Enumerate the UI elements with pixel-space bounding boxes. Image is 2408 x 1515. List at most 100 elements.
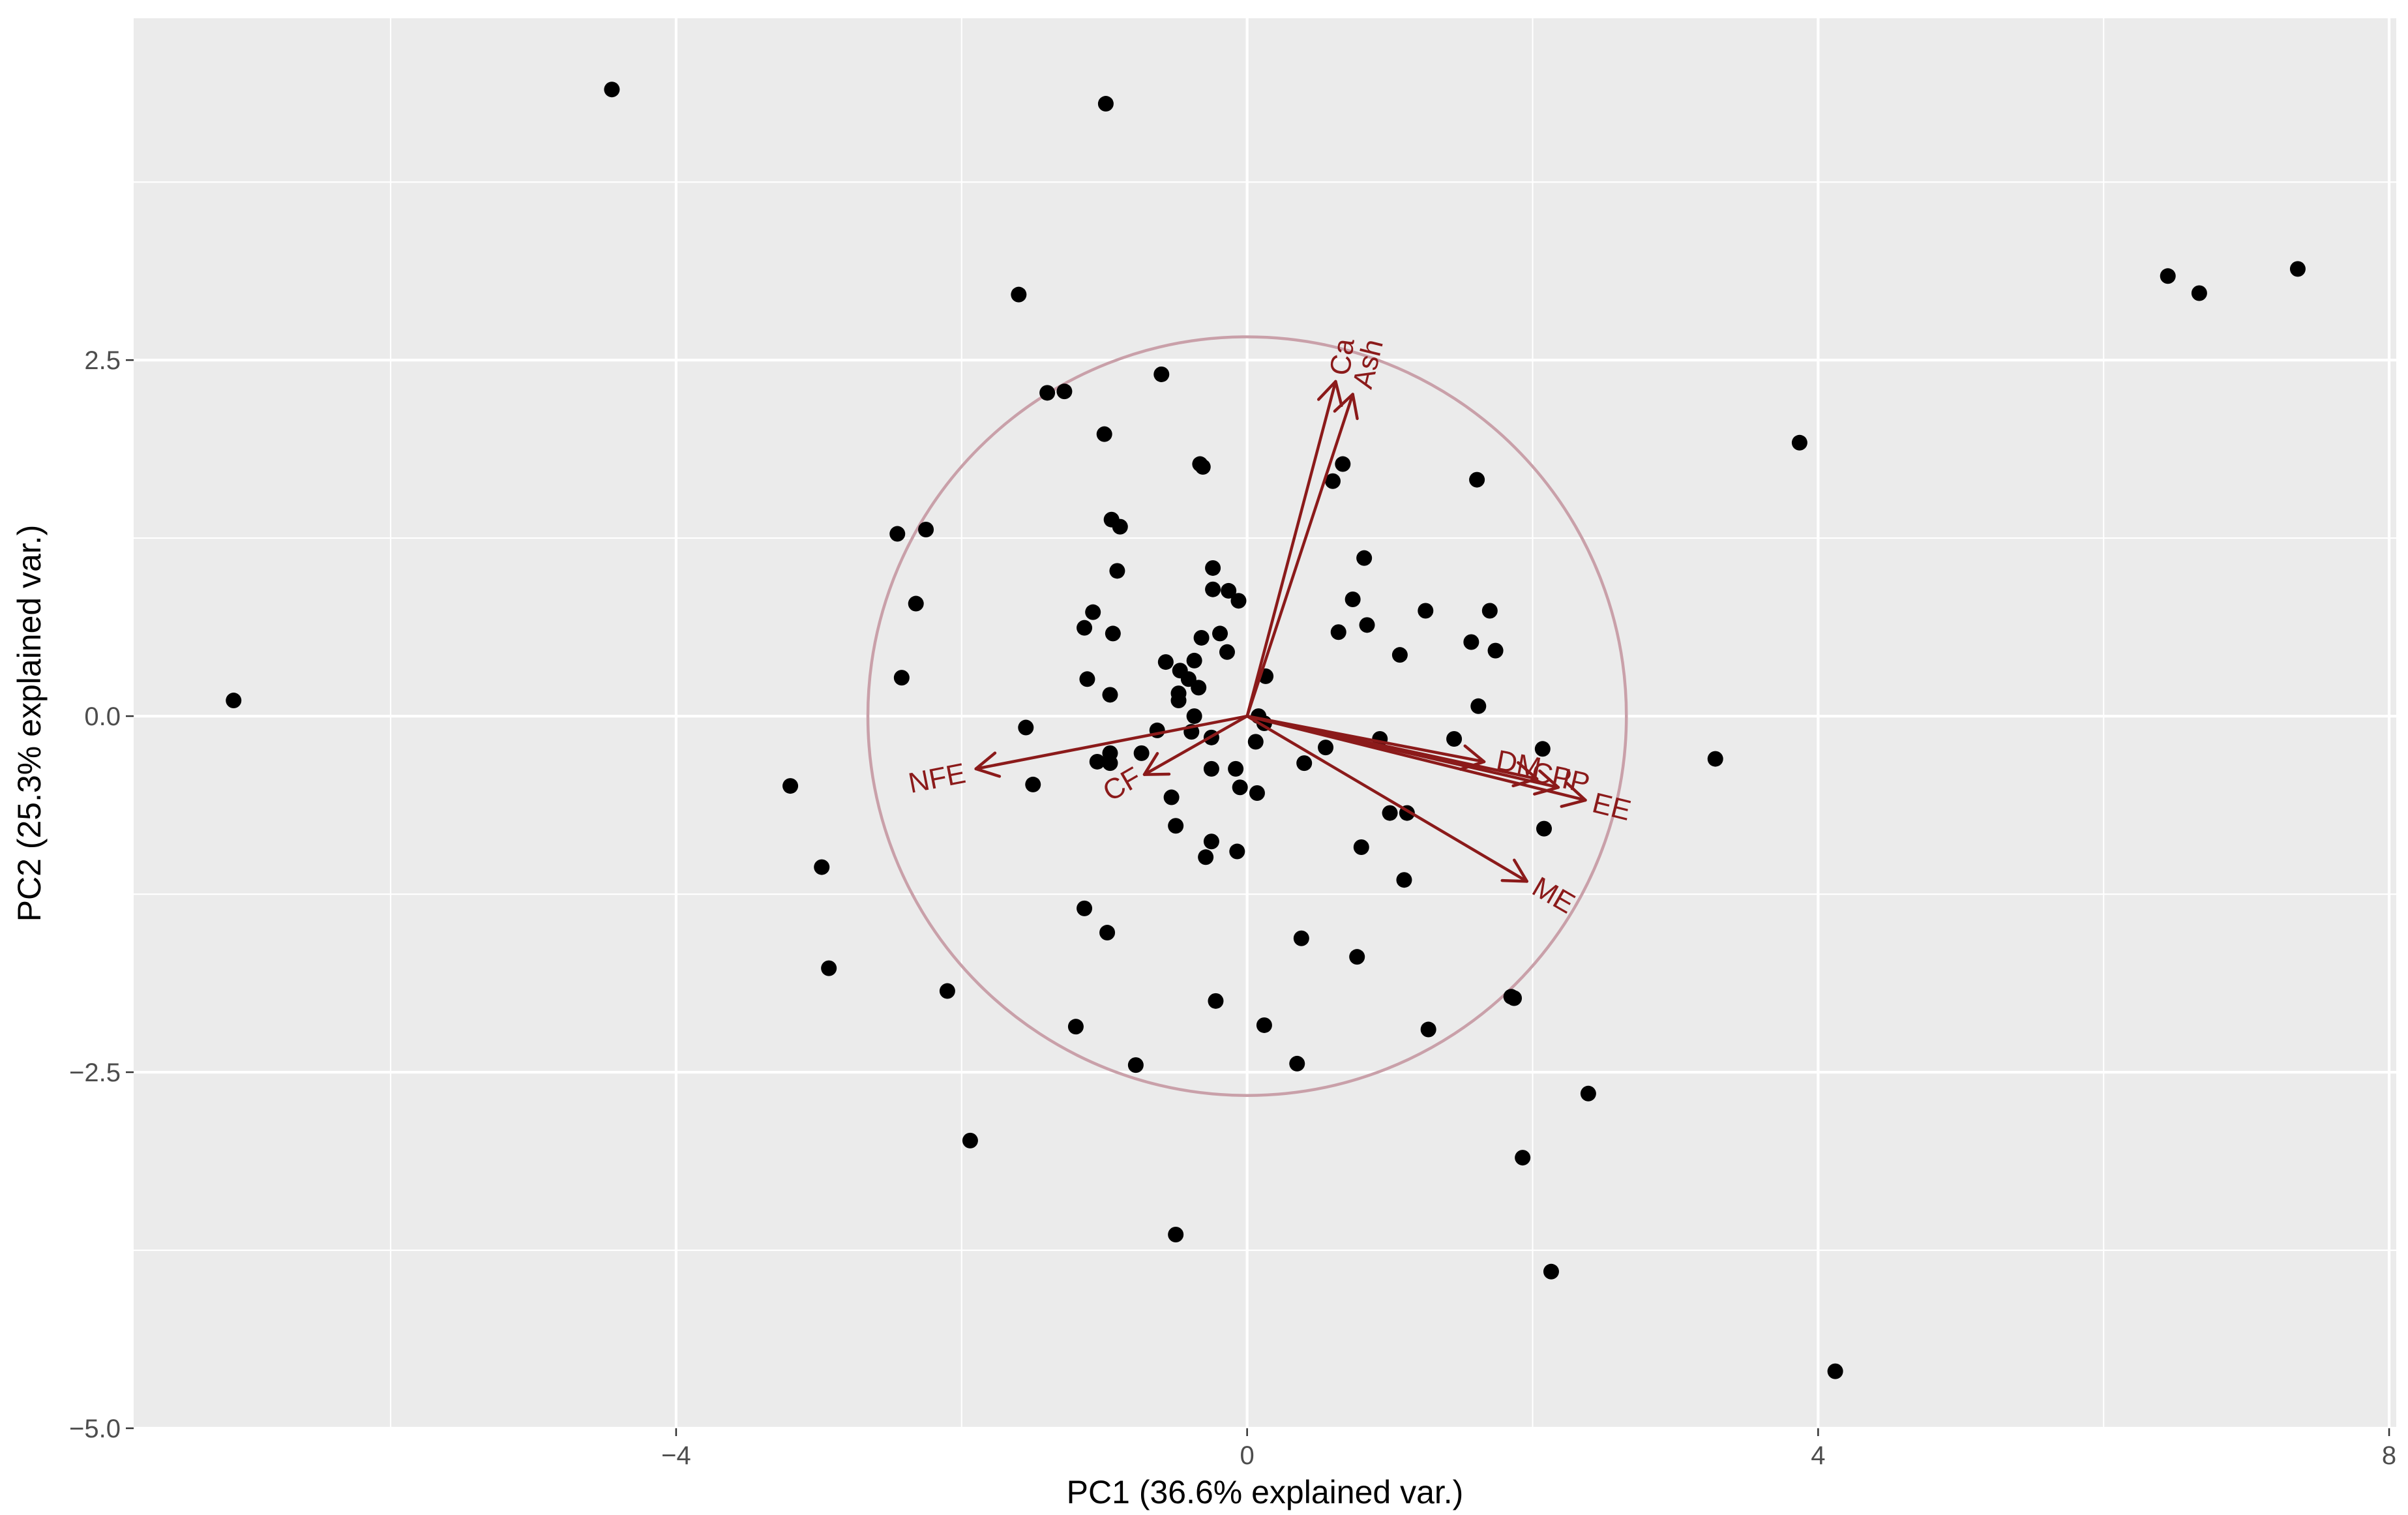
data-point xyxy=(908,595,924,612)
data-point xyxy=(918,521,934,537)
x-tick-label: 8 xyxy=(2382,1441,2396,1470)
data-point xyxy=(1133,745,1150,761)
data-point xyxy=(1186,708,1202,725)
data-point xyxy=(1039,385,1056,401)
data-point xyxy=(1195,458,1211,475)
data-point xyxy=(1168,1226,1184,1242)
data-point xyxy=(2191,285,2207,301)
data-point xyxy=(1085,604,1101,620)
data-point xyxy=(889,526,906,542)
data-point xyxy=(1191,680,1207,696)
data-point xyxy=(1515,1150,1531,1166)
data-point xyxy=(1203,833,1219,850)
data-point xyxy=(1503,989,1519,1005)
vector-label: Ca xyxy=(1324,337,1360,378)
data-point xyxy=(1353,839,1369,855)
y-axis-ticks: −5.0 −2.5 0.0 2.5 xyxy=(69,346,134,1443)
data-point xyxy=(1203,760,1219,777)
data-point xyxy=(1018,719,1034,736)
data-point xyxy=(1163,789,1180,805)
data-point xyxy=(1219,644,1235,660)
data-point xyxy=(1289,1055,1305,1072)
vector-shaft xyxy=(1142,714,1249,776)
data-point xyxy=(1186,652,1202,668)
data-point xyxy=(962,1132,978,1148)
data-point xyxy=(1463,634,1479,650)
data-point xyxy=(1127,1057,1144,1073)
data-point xyxy=(226,693,242,709)
x-tick-label: −4 xyxy=(661,1441,691,1470)
data-point xyxy=(1102,745,1118,761)
data-point xyxy=(1205,560,1221,576)
data-point xyxy=(1112,518,1128,535)
x-tick-label: 4 xyxy=(1811,1441,1825,1470)
x-axis-ticks: −4 0 4 8 xyxy=(661,1428,2396,1470)
data-point xyxy=(1707,751,1723,767)
data-point xyxy=(1077,620,1093,636)
data-point xyxy=(1157,654,1174,670)
y-tick-label: −2.5 xyxy=(69,1058,121,1087)
data-point xyxy=(1330,624,1346,640)
data-point xyxy=(1580,1085,1596,1102)
data-point xyxy=(1318,740,1334,756)
data-point xyxy=(1296,755,1313,772)
data-point xyxy=(1345,592,1361,608)
data-point xyxy=(1153,366,1170,382)
vector-shaft xyxy=(1245,380,1337,718)
data-point xyxy=(1293,930,1309,946)
vector-ee: EE xyxy=(1245,714,1634,827)
data-point xyxy=(1077,900,1093,916)
data-point xyxy=(1079,671,1095,687)
data-point xyxy=(1487,642,1504,659)
vector-arrowhead xyxy=(974,751,1002,778)
data-point xyxy=(1481,603,1498,619)
data-point xyxy=(1205,581,1221,597)
data-point xyxy=(1359,617,1375,633)
correlation-circle xyxy=(866,335,1628,1097)
data-point xyxy=(1193,629,1210,646)
data-point xyxy=(1221,582,1237,599)
data-point xyxy=(2160,268,2176,284)
data-point xyxy=(782,778,799,794)
data-point xyxy=(1391,647,1408,663)
vector-arrowhead xyxy=(1333,393,1359,421)
data-point xyxy=(1102,687,1118,703)
vector-shaft xyxy=(1245,714,1528,883)
data-point xyxy=(1096,426,1112,442)
y-axis-title: PC2 (25.3% explained var.) xyxy=(11,525,48,922)
data-point xyxy=(1230,593,1247,609)
data-point xyxy=(1470,698,1487,714)
data-point xyxy=(604,82,620,98)
data-point xyxy=(1382,805,1398,821)
data-point xyxy=(1099,925,1116,941)
data-point xyxy=(1534,741,1551,757)
data-point xyxy=(2289,261,2306,277)
data-point xyxy=(1168,818,1184,834)
data-point xyxy=(1543,1263,1559,1280)
vector-shaft xyxy=(1245,393,1354,718)
data-point xyxy=(1335,456,1351,472)
y-tick-label: 0.0 xyxy=(84,702,121,731)
data-point xyxy=(1109,563,1125,579)
data-point xyxy=(1170,693,1187,709)
vector-arrowhead xyxy=(1560,781,1587,808)
data-point xyxy=(1229,843,1245,860)
data-point xyxy=(1232,779,1248,796)
data-point xyxy=(1827,1363,1843,1379)
data-point xyxy=(1198,849,1214,865)
data-point xyxy=(1228,760,1244,777)
data-point xyxy=(1256,1017,1272,1033)
x-axis-title: PC1 (36.6% explained var.) xyxy=(1067,1474,1464,1510)
data-point xyxy=(1469,472,1485,488)
data-point xyxy=(1396,872,1412,888)
data-point xyxy=(1025,776,1041,792)
data-point xyxy=(1249,785,1265,802)
data-points xyxy=(226,82,2306,1379)
minor-gridlines xyxy=(134,18,2396,1428)
data-point xyxy=(1011,286,1027,303)
data-point xyxy=(939,983,955,999)
data-point xyxy=(1208,993,1224,1009)
data-point xyxy=(1420,1021,1436,1038)
data-point xyxy=(1418,603,1434,619)
